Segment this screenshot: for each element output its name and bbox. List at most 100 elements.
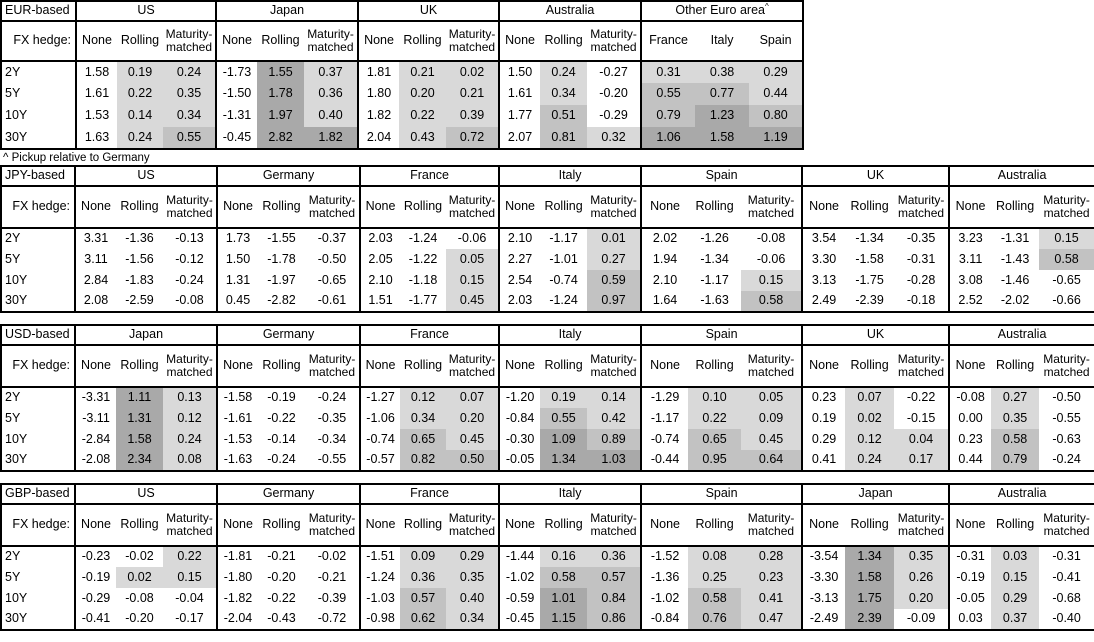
value-cell: 1.63 bbox=[75, 127, 117, 149]
value-cell: -1.02 bbox=[640, 588, 689, 609]
column-header: None bbox=[216, 186, 259, 229]
value-cell: 2.27 bbox=[498, 249, 541, 270]
value-cell: 0.37 bbox=[304, 61, 359, 83]
value-cell: -0.24 bbox=[317, 390, 347, 405]
value-cell: 0.76 bbox=[688, 609, 742, 630]
column-header: Maturity-matched bbox=[305, 345, 361, 388]
column-header: Maturity-matched bbox=[446, 345, 500, 388]
table-usd-based: USD-based Japan Germany France Italy Spain UK A… bbox=[0, 324, 1094, 472]
table-label-usd: USD-based bbox=[1, 325, 75, 346]
value-cell: -1.03 bbox=[359, 588, 401, 609]
value-cell: -1.26 bbox=[700, 231, 729, 246]
value-cell: 0.38 bbox=[695, 61, 750, 83]
value-cell: -0.27 bbox=[599, 64, 628, 79]
value-cell: 0.19 bbox=[801, 408, 846, 429]
value-cell: -1.52 bbox=[640, 546, 689, 567]
value-cell: -0.20 bbox=[599, 86, 628, 101]
column-header: Rolling bbox=[540, 21, 588, 62]
column-header: Maturity-matched bbox=[894, 504, 950, 547]
value-cell: -0.84 bbox=[640, 609, 689, 630]
column-header: None bbox=[948, 345, 992, 388]
value-cell: 1.58 bbox=[75, 61, 117, 83]
value-cell: 0.95 bbox=[688, 450, 742, 471]
value-cell: 0.25 bbox=[688, 567, 742, 588]
value-cell: 0.24 bbox=[845, 450, 895, 471]
value-cell: -1.18 bbox=[408, 272, 438, 287]
value-cell: 1.53 bbox=[75, 105, 117, 127]
column-header: Rolling bbox=[991, 186, 1040, 229]
value-cell: -0.45 bbox=[215, 127, 258, 149]
column-header: Rolling bbox=[117, 21, 163, 62]
value-cell: 1.58 bbox=[116, 429, 163, 450]
value-cell: 0.55 bbox=[163, 127, 217, 149]
value-cell: -3.13 bbox=[801, 588, 846, 609]
column-header: None bbox=[357, 21, 400, 62]
value-cell: 0.19 bbox=[540, 387, 588, 408]
value-cell: 0.42 bbox=[587, 408, 642, 429]
column-header: Rolling bbox=[257, 21, 305, 62]
value-cell: -0.21 bbox=[267, 549, 296, 564]
value-cell: 0.40 bbox=[446, 588, 500, 609]
value-cell: 3.23 bbox=[948, 228, 992, 249]
value-cell: 1.58 bbox=[845, 567, 895, 588]
country-header: France bbox=[359, 484, 500, 505]
value-cell: 1.19 bbox=[749, 127, 804, 149]
value-cell: 2.82 bbox=[257, 127, 305, 149]
value-cell: 0.15 bbox=[163, 567, 218, 588]
column-header: Rolling bbox=[258, 504, 306, 547]
value-cell: 0.82 bbox=[400, 450, 447, 471]
country-header: France bbox=[359, 166, 500, 187]
value-cell: 0.43 bbox=[399, 127, 447, 149]
pickup-table-jpy: JPY-based US Germany France Italy Spain UK Aust… bbox=[0, 165, 1094, 313]
column-header: Maturity-matched bbox=[446, 21, 500, 62]
value-cell: 0.05 bbox=[446, 249, 500, 270]
country-header: Germany bbox=[216, 166, 361, 187]
column-header: Maturity-matched bbox=[587, 186, 642, 229]
value-cell: 0.59 bbox=[587, 270, 642, 291]
column-header: None bbox=[75, 21, 117, 62]
value-cell: -1.53 bbox=[216, 429, 259, 450]
value-cell: -2.59 bbox=[125, 293, 154, 308]
value-cell: -0.31 bbox=[906, 251, 936, 266]
column-header: Rolling bbox=[688, 345, 742, 388]
tenor-label: 30Y bbox=[5, 611, 28, 626]
value-cell: 0.32 bbox=[587, 127, 642, 149]
value-cell: 0.29 bbox=[991, 588, 1040, 609]
value-cell: -1.31 bbox=[215, 105, 258, 127]
value-cell: 0.81 bbox=[540, 127, 588, 149]
column-header: Rolling bbox=[400, 504, 447, 547]
value-cell: 0.55 bbox=[640, 83, 696, 105]
value-cell: 0.45 bbox=[446, 291, 500, 312]
column-header: None bbox=[801, 345, 846, 388]
country-header: Italy bbox=[498, 166, 642, 187]
value-cell: 0.29 bbox=[749, 61, 804, 83]
value-cell: 0.15 bbox=[991, 567, 1040, 588]
tenor-label: 2Y bbox=[5, 390, 21, 405]
value-cell: 0.41 bbox=[741, 588, 803, 609]
value-cell: 0.65 bbox=[688, 429, 742, 450]
column-header: Maturity-matched bbox=[587, 504, 642, 547]
value-cell: -0.50 bbox=[317, 251, 347, 266]
value-cell: -1.24 bbox=[408, 231, 438, 246]
value-cell: -1.75 bbox=[855, 272, 884, 287]
column-header: Rolling bbox=[540, 504, 588, 547]
value-cell: 0.50 bbox=[446, 450, 500, 471]
column-header: None bbox=[74, 345, 116, 388]
value-cell: 0.35 bbox=[163, 83, 217, 105]
column-header: Maturity-matched bbox=[305, 504, 361, 547]
column-header: Maturity-matched bbox=[1039, 186, 1094, 229]
value-cell: 3.31 bbox=[74, 228, 116, 249]
value-cell: 0.00 bbox=[948, 408, 992, 429]
value-cell: -0.74 bbox=[640, 429, 689, 450]
value-cell: 0.31 bbox=[640, 61, 696, 83]
column-header: Maturity-matched bbox=[894, 345, 950, 388]
value-cell: 0.01 bbox=[587, 228, 642, 249]
value-cell: -0.20 bbox=[125, 611, 154, 626]
value-cell: 0.09 bbox=[741, 408, 803, 429]
value-cell: 2.52 bbox=[948, 291, 992, 312]
value-cell: 2.08 bbox=[74, 291, 116, 312]
column-header: Rolling bbox=[991, 345, 1040, 388]
value-cell: -1.58 bbox=[855, 251, 884, 266]
value-cell: -0.31 bbox=[1052, 549, 1081, 564]
value-cell: 3.11 bbox=[74, 249, 116, 270]
